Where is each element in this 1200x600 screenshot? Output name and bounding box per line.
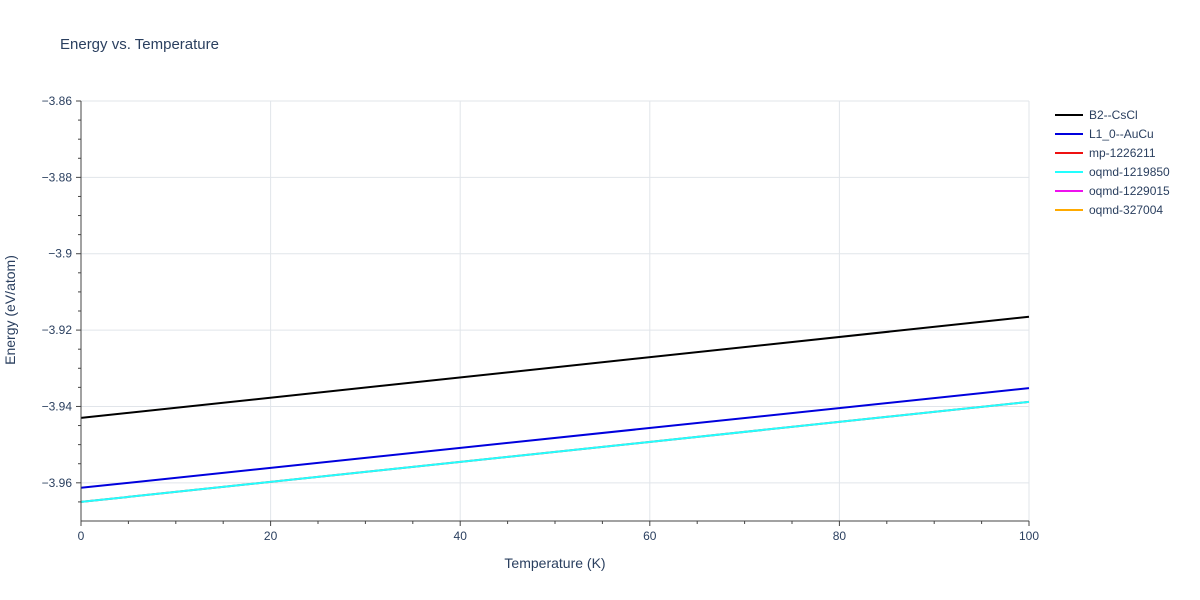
y-tick-label: −3.9: [48, 247, 72, 261]
x-tick-label: 100: [1019, 529, 1039, 543]
x-tick-label: 0: [78, 529, 85, 543]
legend-label: B2--CsCl: [1089, 108, 1138, 122]
x-tick-label: 80: [833, 529, 847, 543]
series-line-B2--CsCl: [80, 315, 1030, 419]
x-axis-title: Temperature (K): [504, 555, 605, 571]
series-line-oqmd-1219850: [80, 400, 1030, 503]
legend-label: oqmd-1229015: [1089, 184, 1170, 198]
y-tick-label: −3.96: [42, 476, 73, 490]
y-tick-label: −3.92: [42, 323, 73, 337]
x-tick-label: 60: [643, 529, 657, 543]
series-lines: [80, 315, 1030, 503]
axes: 0 20 40 60 80 100 −3.86 −3.88 −3.9 −3.92 −3.94 −3.9…: [42, 94, 1040, 543]
legend-item[interactable]: B2--CsCl: [1055, 108, 1138, 122]
x-tick-label: 20: [264, 529, 278, 543]
series-line-L1_0--AuCu: [80, 387, 1030, 489]
legend-item[interactable]: L1_0--AuCu: [1055, 127, 1154, 141]
legend[interactable]: B2--CsCl L1_0--AuCu mp-1226211 oqmd-1219850…: [1055, 108, 1170, 217]
legend-item[interactable]: oqmd-1229015: [1055, 184, 1170, 198]
y-tick-label: −3.86: [42, 94, 73, 108]
legend-label: oqmd-327004: [1089, 203, 1163, 217]
grid: [80, 100, 1030, 521]
legend-item[interactable]: oqmd-327004: [1055, 203, 1163, 217]
x-tick-label: 40: [454, 529, 468, 543]
legend-item[interactable]: oqmd-1219850: [1055, 165, 1170, 179]
legend-item[interactable]: mp-1226211: [1055, 146, 1156, 160]
y-tick-label: −3.88: [42, 170, 73, 184]
y-tick-label: −3.94: [42, 399, 73, 413]
y-axis-title: Energy (eV/atom): [2, 255, 18, 365]
legend-label: L1_0--AuCu: [1089, 127, 1154, 141]
legend-label: mp-1226211: [1089, 146, 1156, 160]
chart-title: Energy vs. Temperature: [60, 36, 219, 53]
legend-label: oqmd-1219850: [1089, 165, 1170, 179]
